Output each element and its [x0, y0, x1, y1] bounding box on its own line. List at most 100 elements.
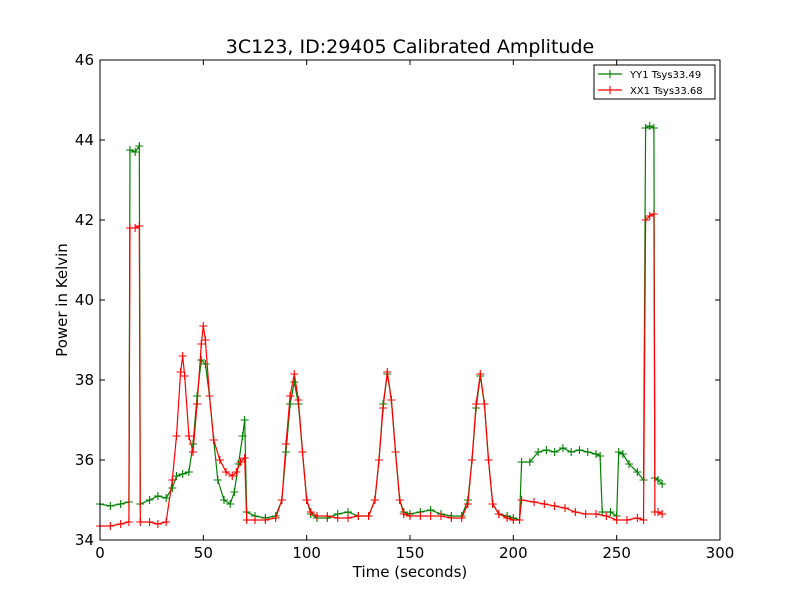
data-point — [463, 500, 472, 508]
data-point — [583, 448, 592, 456]
data-point — [654, 508, 662, 516]
data-point — [364, 512, 373, 520]
data-point — [515, 516, 524, 524]
data-point — [313, 512, 321, 520]
data-point — [240, 416, 249, 424]
data-point — [476, 370, 485, 378]
data-point — [649, 124, 658, 132]
legend-label: YY1 Tsys33.49 — [629, 70, 701, 81]
x-tick-label: 300 — [706, 544, 735, 562]
data-point — [602, 512, 611, 520]
y-tick-label: 34 — [75, 531, 94, 549]
data-point — [135, 142, 144, 150]
data-point — [503, 514, 512, 522]
legend: YY1 Tsys33.49 XX1 Tsys33.68 — [593, 64, 716, 100]
data-point — [530, 498, 538, 506]
data-point — [592, 450, 600, 458]
data-point — [472, 400, 481, 408]
data-point — [215, 456, 224, 464]
data-point — [184, 468, 193, 476]
data-point — [282, 440, 290, 448]
data-point — [641, 216, 650, 224]
data-point — [172, 472, 181, 480]
data-point — [213, 476, 222, 484]
x-tick-label: 250 — [602, 544, 631, 562]
data-point — [468, 456, 476, 464]
data-point — [379, 404, 388, 412]
data-point — [302, 496, 311, 504]
data-point — [226, 500, 235, 508]
data-point — [153, 520, 162, 528]
data-point — [399, 510, 408, 518]
data-point — [176, 368, 185, 376]
data-point — [261, 516, 270, 524]
data-point — [306, 508, 315, 516]
data-point — [290, 378, 299, 386]
data-point — [168, 484, 177, 492]
data-point — [480, 400, 489, 408]
data-point — [567, 448, 576, 456]
chart-title: 3C123, ID:29405 Calibrated Amplitude — [226, 36, 594, 58]
data-point — [277, 496, 286, 504]
data-point — [395, 496, 404, 504]
data-point — [484, 456, 493, 464]
data-point — [136, 518, 145, 526]
data-point — [370, 496, 379, 504]
y-tick-label: 44 — [75, 131, 94, 149]
data-point — [153, 492, 162, 500]
x-tick-label: 150 — [396, 544, 425, 562]
data-point — [222, 468, 231, 476]
data-point — [387, 396, 396, 404]
data-point — [240, 454, 249, 462]
data-point — [106, 522, 115, 530]
data-point — [180, 372, 189, 380]
data-point — [658, 510, 667, 518]
data-point — [232, 468, 241, 476]
data-point — [201, 336, 210, 344]
plot-content — [96, 122, 667, 530]
data-point — [116, 520, 125, 528]
data-point — [612, 516, 621, 524]
data-point — [294, 396, 303, 404]
data-point — [178, 352, 187, 360]
data-point — [645, 122, 654, 130]
data-point — [323, 512, 332, 520]
data-point — [447, 514, 456, 522]
data-point — [457, 514, 466, 522]
data-point — [189, 448, 197, 456]
y-tick-label: 38 — [75, 371, 94, 389]
y-tick-label: 36 — [75, 451, 94, 469]
legend-label: XX1 Tsys33.68 — [630, 86, 703, 97]
data-point — [641, 124, 650, 132]
data-point — [558, 444, 567, 452]
data-point — [172, 432, 181, 440]
data-point — [131, 148, 140, 156]
data-point — [197, 340, 206, 348]
data-point — [236, 458, 245, 466]
data-point — [220, 496, 228, 504]
data-point — [199, 322, 208, 330]
legend-swatch-marker — [606, 70, 614, 78]
data-point — [606, 508, 615, 516]
data-point — [581, 510, 590, 518]
x-tick-label: 200 — [499, 544, 528, 562]
data-point — [125, 146, 134, 154]
y-tick-label: 46 — [75, 51, 94, 69]
data-point — [135, 222, 144, 230]
data-point — [416, 512, 425, 520]
data-point — [286, 392, 295, 400]
data-point — [124, 518, 133, 526]
data-point — [649, 210, 658, 218]
y-axis-label: Power in Kelvin — [53, 243, 71, 357]
data-point — [162, 494, 171, 502]
data-point — [168, 476, 177, 484]
data-point — [406, 512, 414, 520]
data-point — [614, 448, 623, 456]
data-point — [575, 446, 584, 454]
data-point — [271, 514, 280, 522]
axis-ticks: 0 50 100 150 200 250 300 34 36 38 40 42 44 46 — [75, 51, 734, 562]
data-point — [228, 472, 237, 480]
data-point — [298, 448, 307, 456]
